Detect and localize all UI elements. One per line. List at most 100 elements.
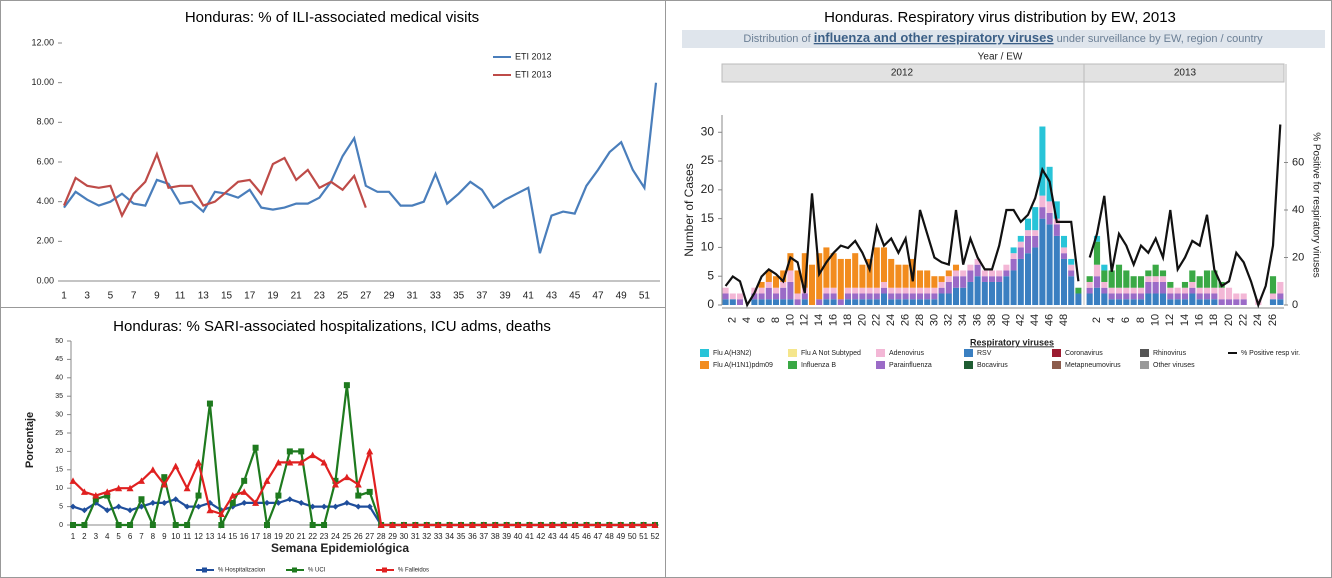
x-tick-label: 10: [784, 314, 796, 326]
x-tick-label: 26: [1267, 314, 1279, 326]
bar-segment: [880, 293, 888, 305]
x-tick-label: 40: [1000, 314, 1012, 326]
bar-segment: [866, 287, 873, 294]
x-tick-label: 22: [871, 314, 883, 326]
x-tick-label: 7: [131, 291, 137, 302]
bar-segment: [722, 293, 729, 300]
bar-segment: [1086, 276, 1093, 282]
bar-segment: [736, 299, 744, 305]
x-tick-label: 35: [457, 532, 466, 541]
marker: [355, 492, 362, 499]
x-tick-label: 44: [1029, 314, 1041, 326]
bar-segment: [873, 247, 880, 288]
bar-segment: [1053, 235, 1060, 305]
bar-segment: [945, 276, 952, 282]
marker: [70, 503, 76, 510]
bar-segment: [1032, 230, 1039, 236]
bar-segment: [1159, 270, 1167, 277]
tick-label: 60: [1292, 156, 1304, 168]
legend-label: Rhinovirus: [1153, 350, 1187, 357]
x-tick-label: 10: [171, 532, 180, 541]
x-tick-label: 8: [770, 317, 782, 323]
bar-segment: [1145, 281, 1152, 294]
marker: [331, 481, 339, 488]
bar-segment: [1159, 281, 1167, 294]
chart-title: Honduras: % of ILI-associated medical vi…: [185, 9, 479, 26]
bar-segment: [873, 293, 880, 300]
bar-segment: [1039, 207, 1046, 219]
bar-segment: [852, 293, 859, 300]
bar-segment: [794, 299, 801, 305]
marker: [457, 521, 465, 528]
bar-segment: [1137, 299, 1145, 305]
bar-segment: [1130, 299, 1137, 305]
subtitle-band: [682, 30, 1325, 48]
bar-segment: [952, 276, 960, 288]
bar-segment: [1181, 287, 1189, 294]
legend-label: % UCI: [308, 568, 326, 574]
legend-label: Other viruses: [1153, 362, 1195, 369]
bar-segment: [830, 293, 837, 300]
bar-segment: [1093, 235, 1101, 242]
bar-segment: [1152, 281, 1159, 294]
x-tick-label: 52: [651, 532, 660, 541]
bar-segment: [1115, 264, 1123, 288]
bar-segment: [1225, 299, 1233, 305]
bar-segment: [895, 264, 902, 288]
bar-segment: [1101, 264, 1108, 271]
x-tick-label: 42: [536, 532, 545, 541]
bar-segment: [1189, 293, 1196, 305]
bar-segment: [1060, 247, 1068, 254]
tick-label: 10: [701, 240, 715, 254]
legend-marker: [202, 567, 207, 573]
x-tick-label: 47: [593, 532, 602, 541]
marker: [491, 521, 499, 528]
bar-segment: [844, 287, 852, 294]
bar-segment: [1060, 258, 1068, 305]
tick-label: 25: [701, 153, 715, 167]
tick-label: 8.00: [36, 117, 54, 127]
bar-segment: [1189, 270, 1196, 282]
marker: [81, 507, 88, 514]
marker: [400, 521, 408, 528]
series-line: [63, 82, 658, 254]
tick-label: 0: [707, 297, 714, 311]
marker: [229, 499, 236, 506]
marker: [605, 521, 613, 528]
bar-segment: [931, 299, 938, 305]
bar-segment: [880, 281, 888, 288]
x-tick-label: 12: [194, 532, 203, 541]
bar-segment: [1174, 293, 1181, 300]
x-tick-label: 16: [828, 314, 840, 326]
bar-segment: [852, 287, 859, 294]
bar-segment: [780, 287, 787, 300]
bar-segment: [823, 247, 830, 288]
bar-segment: [844, 299, 852, 305]
marker: [275, 492, 282, 499]
bar-segment: [1115, 287, 1123, 294]
marker: [274, 458, 282, 466]
bar-segment: [866, 293, 873, 300]
bar-segment: [952, 264, 960, 271]
marker: [69, 477, 77, 484]
tick-label: 6.00: [36, 156, 54, 166]
tick-label: 2.00: [36, 236, 54, 246]
bar-segment: [830, 299, 837, 305]
bar-segment: [1108, 270, 1115, 288]
bar-segment: [736, 293, 744, 300]
bar-segment: [902, 299, 909, 305]
x-tick-label: 26: [354, 532, 363, 541]
legend-swatch: [788, 349, 797, 357]
x-tick-label: 14: [217, 532, 226, 541]
bar-segment: [916, 270, 924, 288]
bar-segment: [772, 287, 780, 294]
bar-segment: [1017, 235, 1024, 242]
bar-segment: [1115, 299, 1123, 305]
tick-label: 30: [55, 411, 63, 418]
series-line: [724, 166, 1080, 308]
bar-segment: [902, 293, 909, 300]
bar-segment: [960, 276, 967, 288]
bar-segment: [1003, 276, 1010, 305]
marker: [411, 521, 419, 528]
bar-segment: [967, 270, 974, 282]
